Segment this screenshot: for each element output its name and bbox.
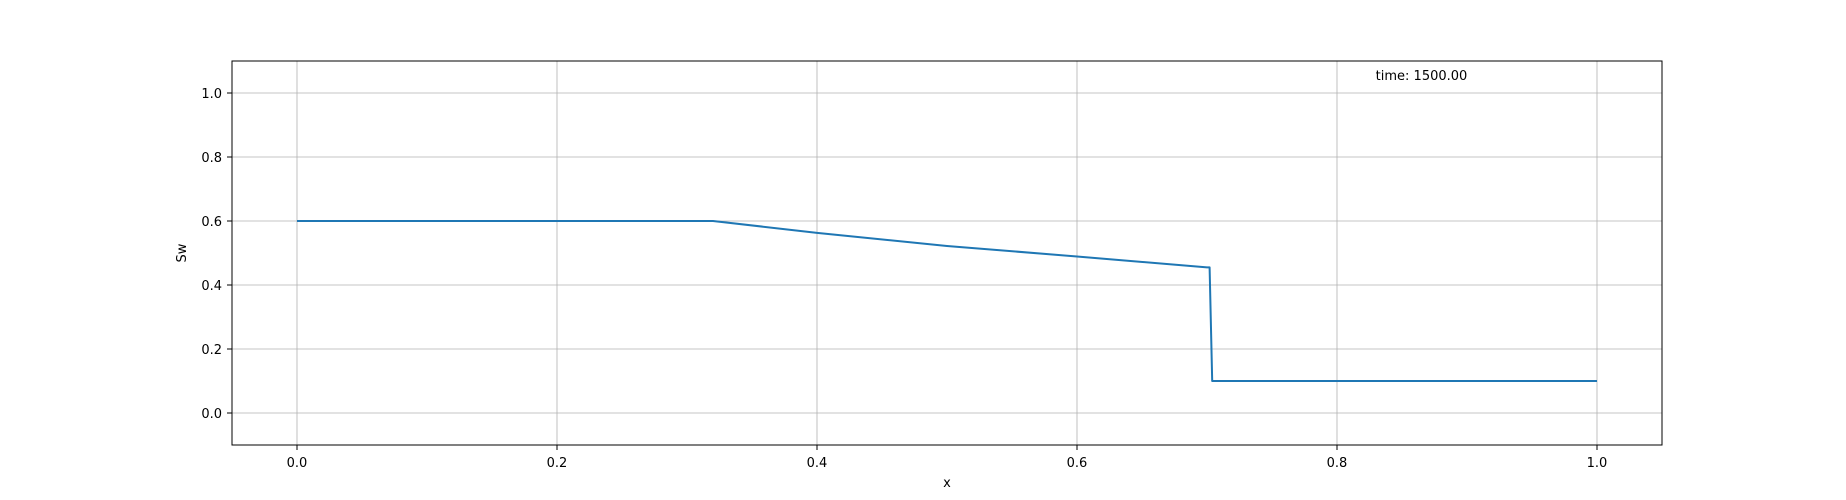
series-layer bbox=[297, 220, 1597, 382]
y-tick-label: 0.6 bbox=[201, 215, 222, 230]
time-annotation: time: 1500.00 bbox=[1376, 69, 1468, 84]
x-tick-label: 0.8 bbox=[1327, 456, 1348, 471]
y-tick-label: 0.4 bbox=[201, 279, 222, 294]
y-tick-label: 0.0 bbox=[201, 407, 222, 422]
series-line-sw bbox=[297, 220, 1597, 382]
x-tick-label: 0.0 bbox=[287, 456, 308, 471]
plot-frame bbox=[231, 60, 1663, 446]
x-axis-label: x bbox=[943, 476, 951, 491]
ticks: 0.0 0.2 0.4 0.6 0.8 1.0 0.0 0.2 0.4 0.6 0.8 1.0 bbox=[201, 87, 1607, 471]
x-tick-label: 1.0 bbox=[1587, 456, 1608, 471]
y-axis-label: Sw bbox=[175, 243, 190, 262]
y-tick-label: 1.0 bbox=[201, 87, 222, 102]
y-tick-label: 0.8 bbox=[201, 151, 222, 166]
grid bbox=[232, 61, 1662, 445]
x-tick-label: 0.2 bbox=[547, 456, 568, 471]
x-tick-label: 0.4 bbox=[807, 456, 828, 471]
x-tick-label: 0.6 bbox=[1067, 456, 1088, 471]
y-tick-label: 0.2 bbox=[201, 343, 222, 358]
